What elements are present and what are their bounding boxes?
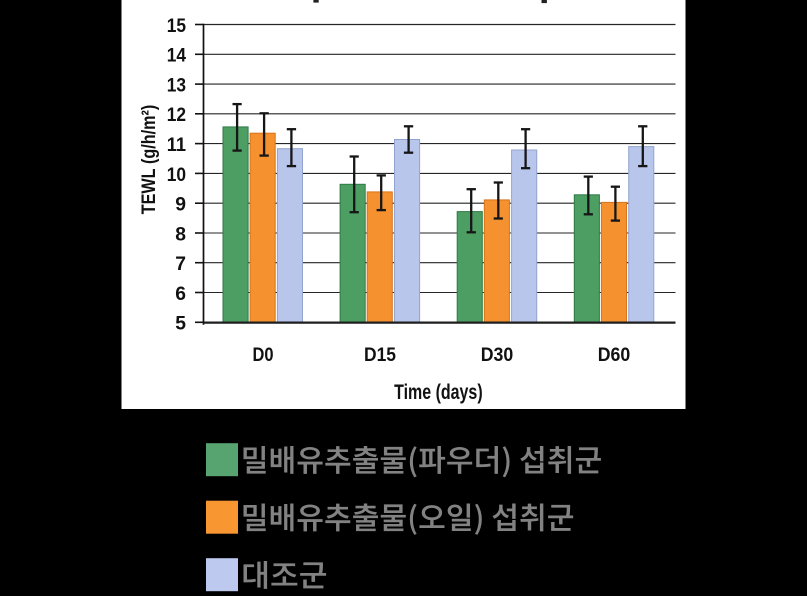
svg-text:10: 10 [167,165,186,186]
svg-text:8: 8 [175,224,186,245]
svg-text:D30: D30 [481,345,514,366]
svg-text:D0: D0 [253,345,274,366]
svg-text:12: 12 [167,105,186,126]
svg-text:15: 15 [167,16,187,37]
svg-text:TEWL (g/h/m²): TEWL (g/h/m²) [137,105,159,215]
svg-text:Time (days): Time (days) [394,380,483,404]
svg-text:7: 7 [175,254,186,275]
svg-text:5: 5 [175,314,186,335]
svg-text:6: 6 [175,284,186,305]
svg-text:13: 13 [167,76,187,97]
svg-text:D60: D60 [598,345,631,366]
svg-text:D15: D15 [364,345,396,366]
svg-text:14: 14 [167,46,187,67]
svg-text:9: 9 [175,195,186,216]
svg-text:11: 11 [167,135,187,156]
